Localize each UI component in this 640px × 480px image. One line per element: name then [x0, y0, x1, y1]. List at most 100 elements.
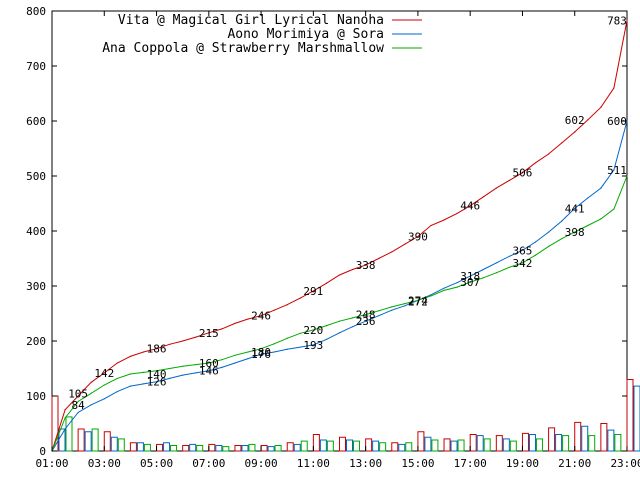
series-point	[325, 338, 328, 340]
series-point	[299, 297, 301, 299]
series-point	[495, 187, 497, 189]
hourly-bar-blue	[502, 438, 510, 452]
series-point	[142, 351, 145, 353]
hourly-bar-green	[614, 434, 622, 452]
hourly-bar-green	[117, 438, 125, 452]
hourly-bar-red	[443, 438, 451, 452]
series-point	[561, 220, 563, 222]
hourly-bar-green	[379, 442, 387, 452]
data-label: 318	[460, 270, 480, 283]
y-tick-label: 300	[26, 280, 46, 293]
series-point	[312, 344, 314, 346]
series-point	[286, 304, 288, 306]
series-point	[417, 299, 419, 301]
hourly-bar-blue	[293, 443, 301, 452]
data-label: 272	[408, 295, 428, 308]
data-label: 105	[68, 387, 88, 400]
hourly-bar-blue	[528, 434, 536, 452]
series-point	[90, 404, 92, 406]
series-point	[351, 326, 354, 328]
series-point	[169, 367, 171, 370]
hourly-bar-green	[65, 416, 73, 452]
series-point	[430, 295, 432, 297]
series-point	[142, 383, 145, 385]
hourly-bar-blue	[110, 436, 118, 452]
hourly-bar-red	[77, 428, 85, 452]
series-point	[208, 362, 210, 364]
hourly-bar-red	[574, 421, 582, 452]
data-label: 291	[303, 285, 323, 298]
hourly-bar-green	[405, 442, 413, 452]
x-tick-label: 15:00	[401, 457, 434, 470]
hourly-bar-blue	[607, 429, 615, 452]
series-point	[90, 381, 92, 383]
hourly-bar-red	[156, 443, 164, 452]
data-label: 338	[356, 259, 376, 272]
series-point	[365, 264, 367, 266]
series-point	[155, 348, 158, 350]
hourly-bar-green	[248, 443, 256, 452]
series-point	[404, 305, 406, 307]
series-point	[64, 428, 66, 430]
hourly-bar-green	[196, 445, 204, 452]
y-tick-label: 200	[26, 335, 46, 348]
series-point	[77, 395, 79, 397]
series-point	[391, 251, 393, 253]
series-point	[221, 328, 223, 330]
series-point	[77, 400, 79, 403]
legend-label: Aono Morimiya @ Sora	[227, 27, 384, 42]
series-point	[260, 348, 262, 350]
series-point	[312, 329, 314, 331]
series-point	[587, 224, 589, 227]
x-tick-label: 07:00	[192, 457, 225, 470]
series-point	[64, 409, 66, 411]
hourly-bar-red	[234, 445, 242, 452]
series-point	[561, 142, 563, 144]
series-point	[221, 366, 223, 368]
series-point	[534, 241, 537, 243]
series-point	[247, 351, 249, 353]
series-point	[155, 370, 158, 372]
series-point	[365, 320, 367, 322]
series-point	[103, 398, 105, 400]
data-label: 220	[303, 324, 323, 337]
series-point	[469, 275, 471, 277]
series-point	[430, 224, 432, 227]
series-point	[182, 340, 184, 342]
series-point	[378, 315, 380, 317]
data-label: 398	[565, 226, 585, 239]
series-point	[443, 219, 445, 221]
hourly-bar-blue	[555, 434, 563, 452]
series-point	[325, 282, 328, 284]
hourly-bar-red	[312, 434, 320, 452]
series-point	[195, 372, 197, 374]
data-label: 180	[251, 346, 271, 359]
series-point	[600, 106, 602, 108]
series-point	[534, 162, 537, 164]
hourly-bar-red	[339, 436, 346, 452]
data-label: 186	[147, 343, 167, 356]
data-label: 441	[565, 202, 585, 215]
hourly-bar-green	[509, 440, 517, 452]
hourly-bar-green	[143, 443, 151, 452]
x-tick-label: 09:00	[245, 457, 278, 470]
data-label: 160	[199, 357, 219, 370]
hourly-bar-green	[91, 428, 99, 452]
hourly-bar-red	[469, 434, 477, 452]
series-point	[208, 332, 210, 334]
series-point	[64, 417, 66, 419]
series-point	[508, 179, 510, 181]
series-point	[155, 381, 158, 383]
hourly-bar-blue	[476, 435, 484, 452]
series-point	[299, 332, 301, 334]
series-point	[247, 358, 249, 360]
x-tick-label: 01:00	[35, 457, 68, 470]
series-point	[116, 362, 118, 364]
series-point	[469, 205, 471, 207]
data-label: 307	[460, 276, 480, 289]
hourly-bar-green	[353, 440, 360, 452]
series-point	[195, 364, 197, 366]
hourly-bar-blue	[633, 385, 640, 452]
data-label: 342	[513, 257, 533, 270]
hourly-bar-red	[286, 442, 294, 452]
